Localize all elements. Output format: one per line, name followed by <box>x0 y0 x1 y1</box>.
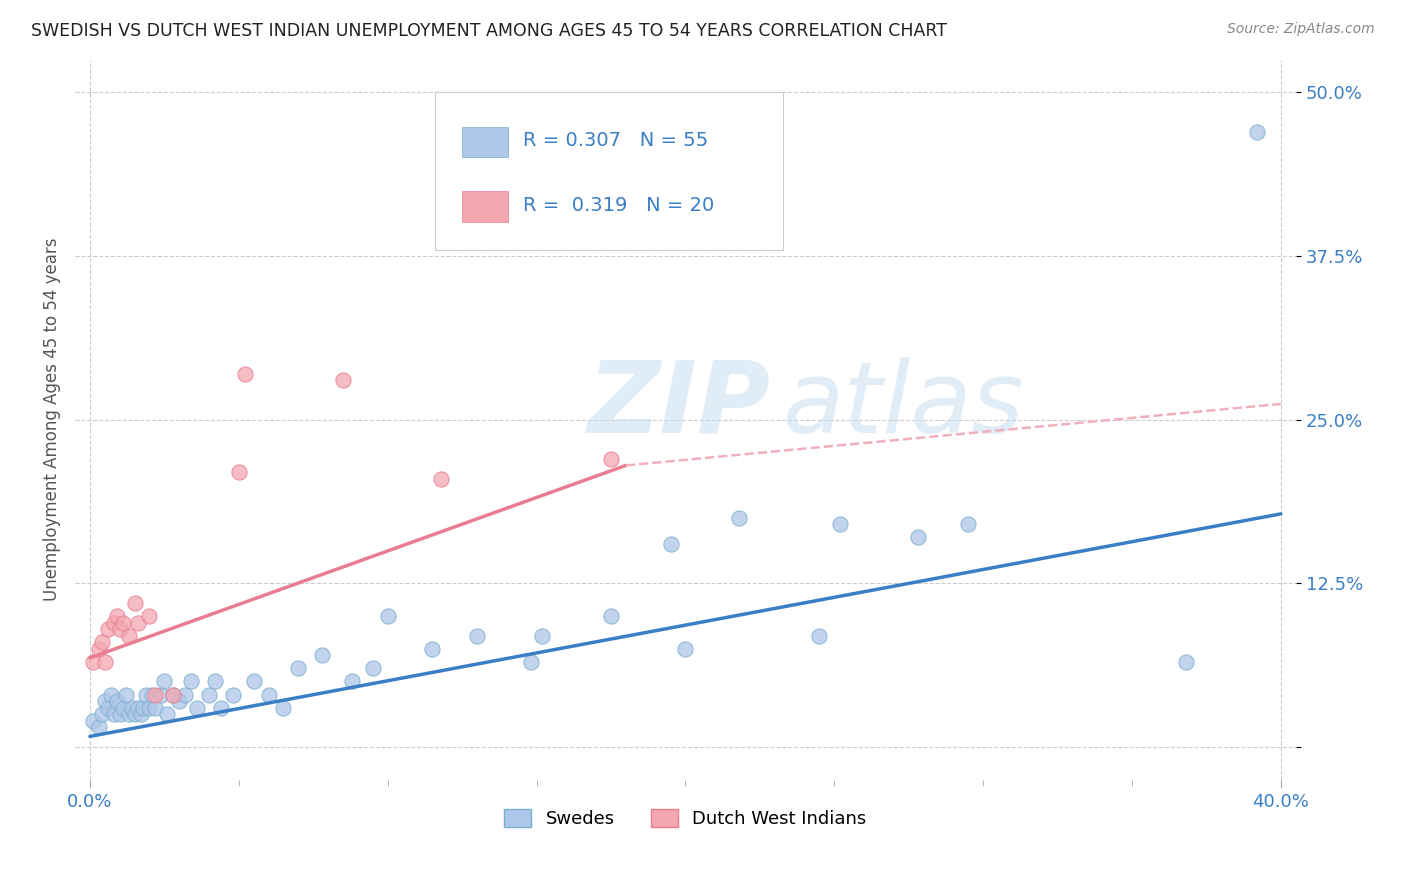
Point <box>94 655 117 669</box>
Point <box>162 688 184 702</box>
Point <box>82 714 104 728</box>
Point <box>174 688 197 702</box>
Text: R = 0.307   N = 55: R = 0.307 N = 55 <box>523 131 709 151</box>
FancyBboxPatch shape <box>434 92 783 251</box>
Point <box>100 688 122 702</box>
Point <box>361 661 384 675</box>
Point <box>420 641 443 656</box>
Point <box>108 707 131 722</box>
Point <box>103 615 125 630</box>
Point <box>728 510 751 524</box>
Legend: Swedes, Dutch West Indians: Swedes, Dutch West Indians <box>496 802 875 836</box>
Point <box>145 688 167 702</box>
Point <box>111 700 134 714</box>
Point <box>97 700 120 714</box>
Y-axis label: Unemployment Among Ages 45 to 54 years: Unemployment Among Ages 45 to 54 years <box>44 238 60 601</box>
Point <box>167 694 190 708</box>
Text: Source: ZipAtlas.com: Source: ZipAtlas.com <box>1227 22 1375 37</box>
Point <box>1174 655 1197 669</box>
Point <box>114 688 136 702</box>
Point <box>94 694 117 708</box>
Point <box>141 688 163 702</box>
Point <box>90 707 112 722</box>
Point <box>519 655 541 669</box>
Point <box>138 700 160 714</box>
Text: R =  0.319   N = 20: R = 0.319 N = 20 <box>523 196 714 215</box>
Point <box>209 700 232 714</box>
Point <box>659 537 682 551</box>
Point <box>124 707 146 722</box>
Point <box>156 707 179 722</box>
Point <box>108 622 131 636</box>
Text: ZIP: ZIP <box>588 357 770 454</box>
Point <box>124 596 146 610</box>
Point <box>180 674 202 689</box>
Point <box>127 700 149 714</box>
Point <box>531 629 554 643</box>
Point <box>135 688 157 702</box>
Point <box>111 615 134 630</box>
Point <box>233 367 256 381</box>
FancyBboxPatch shape <box>463 127 509 157</box>
Point <box>129 707 152 722</box>
Point <box>97 622 120 636</box>
Point <box>103 707 125 722</box>
Point <box>186 700 208 714</box>
Point <box>311 648 333 663</box>
Point <box>105 694 128 708</box>
Text: SWEDISH VS DUTCH WEST INDIAN UNEMPLOYMENT AMONG AGES 45 TO 54 YEARS CORRELATION : SWEDISH VS DUTCH WEST INDIAN UNEMPLOYMEN… <box>31 22 946 40</box>
Point <box>117 707 139 722</box>
Point <box>132 700 155 714</box>
Point <box>87 720 110 734</box>
Point <box>222 688 245 702</box>
Point <box>127 615 149 630</box>
Point <box>1246 125 1268 139</box>
Point <box>465 629 488 643</box>
Point <box>907 530 929 544</box>
Point <box>377 609 399 624</box>
Point <box>808 629 831 643</box>
Point <box>242 674 264 689</box>
Point <box>204 674 226 689</box>
Point <box>105 609 128 624</box>
Point <box>228 465 250 479</box>
Point <box>153 674 176 689</box>
Point <box>82 655 104 669</box>
Point <box>138 609 160 624</box>
Point <box>145 700 167 714</box>
Point <box>117 629 139 643</box>
Point <box>673 641 696 656</box>
Point <box>600 451 623 466</box>
Text: atlas: atlas <box>783 357 1025 454</box>
Point <box>162 688 184 702</box>
Point <box>273 700 295 714</box>
Point <box>957 517 980 532</box>
FancyBboxPatch shape <box>463 192 509 221</box>
Point <box>198 688 221 702</box>
Point <box>332 373 354 387</box>
Point <box>600 609 623 624</box>
Point <box>257 688 280 702</box>
Point <box>830 517 852 532</box>
Point <box>87 641 110 656</box>
Point <box>90 635 112 649</box>
Point <box>287 661 309 675</box>
Point <box>340 674 363 689</box>
Point <box>121 700 143 714</box>
Point <box>150 688 173 702</box>
Point <box>430 471 453 485</box>
